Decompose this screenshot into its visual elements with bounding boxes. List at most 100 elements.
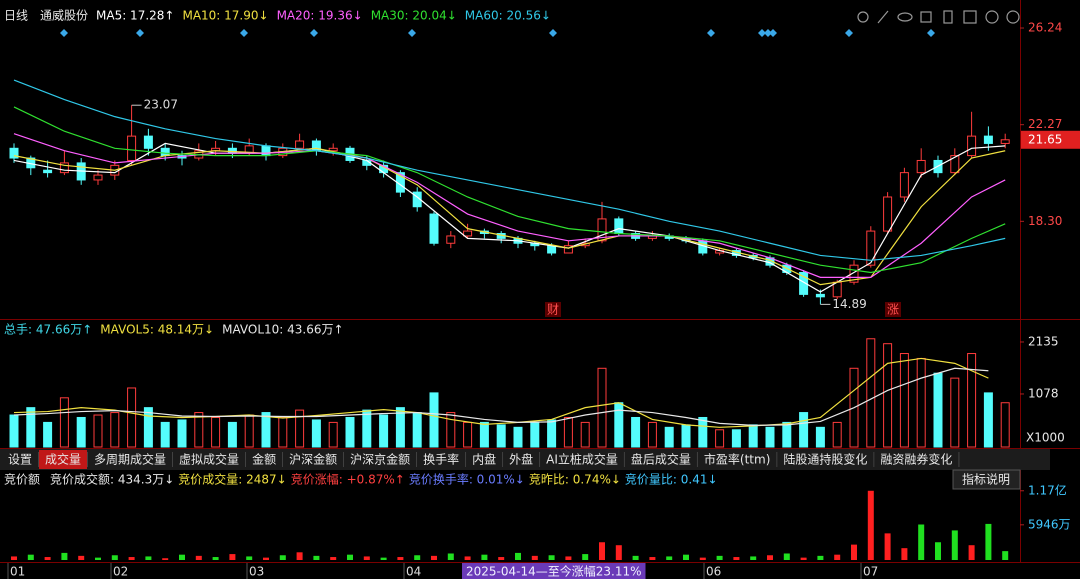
candle-body	[412, 191, 422, 208]
tab-bg[interactable]	[283, 450, 344, 469]
y-tick-label: 1078	[1028, 386, 1059, 400]
volume-bar	[160, 421, 170, 448]
event-tag[interactable]: 涨	[887, 302, 899, 317]
ma-legend: MA20: 19.36↓	[277, 9, 363, 23]
tab[interactable]: 市盈率(ttm)	[704, 452, 770, 467]
y-tick-label: 5946万	[1028, 517, 1071, 531]
auction-bar	[380, 557, 387, 560]
range-note: 2025-04-14—至今涨幅23.11%	[466, 564, 642, 579]
ma-legend: MA30: 20.04↓	[371, 9, 457, 23]
icon-edit[interactable]	[877, 10, 889, 24]
auction-bar	[296, 552, 303, 560]
event-marker[interactable]	[927, 29, 935, 37]
event-marker[interactable]	[769, 29, 777, 37]
auction-bar	[61, 552, 68, 560]
auction-indicator: 竞昨比: 0.74%↓	[529, 473, 621, 487]
tab-bg[interactable]	[777, 450, 874, 469]
y-tick-label: 1.17亿	[1028, 482, 1067, 497]
volume-bar	[227, 421, 237, 448]
candle-body	[950, 155, 960, 174]
candle-body	[93, 174, 103, 181]
icon-lock[interactable]	[920, 11, 932, 23]
auction-indicator: 竞价涨幅: +0.87%↑	[291, 472, 405, 487]
volume-bar	[563, 416, 573, 448]
tab-bg[interactable]	[417, 450, 466, 469]
tab[interactable]: 陆股通持股变化	[783, 452, 867, 467]
auction-bar	[649, 557, 656, 560]
auction-bar	[78, 555, 85, 560]
tab[interactable]: AI立桩成交量	[546, 452, 618, 467]
icon-settings[interactable]	[857, 11, 869, 23]
tab-bg[interactable]	[697, 450, 777, 469]
volume-bar	[883, 343, 893, 448]
event-marker[interactable]	[408, 29, 416, 37]
help-button[interactable]: 指标说明	[962, 472, 1010, 487]
event-marker[interactable]	[707, 29, 715, 37]
tab-bg[interactable]	[246, 450, 283, 469]
tab[interactable]: 沪深金额	[289, 452, 337, 467]
volume-bar	[967, 353, 977, 448]
tab[interactable]: 金额	[252, 452, 276, 467]
ma-legend: MA60: 20.56↓	[465, 9, 551, 23]
help-button-bg[interactable]	[952, 469, 1021, 490]
volume-bar	[244, 414, 254, 448]
event-marker[interactable]	[758, 29, 766, 37]
tab-bg[interactable]	[540, 450, 624, 469]
auction-bar	[666, 556, 673, 560]
event-marker[interactable]	[60, 29, 68, 37]
tab[interactable]: 多周期成交量	[94, 452, 166, 467]
tab[interactable]: 盘后成交量	[631, 452, 691, 467]
auction-bar	[817, 555, 824, 560]
tab-bg[interactable]	[624, 450, 697, 469]
auction-bar	[263, 557, 269, 560]
event-marker[interactable]	[240, 29, 248, 37]
candle-body	[563, 245, 573, 254]
icon-eye[interactable]	[897, 12, 913, 22]
volume-bar	[463, 421, 473, 448]
tab-bg[interactable]	[466, 450, 503, 469]
auction-bar	[918, 524, 925, 560]
tab[interactable]: 融资融券变化	[880, 452, 952, 467]
candle-body	[547, 245, 557, 254]
icon-hand[interactable]	[943, 10, 953, 24]
icon-copy[interactable]	[963, 10, 977, 24]
auction-bar	[397, 557, 404, 560]
tab[interactable]: 虚拟成交量	[179, 452, 239, 467]
icon-zoom-out[interactable]	[1006, 10, 1020, 24]
event-marker[interactable]	[549, 29, 557, 37]
event-marker[interactable]	[310, 29, 318, 37]
auction-bar	[548, 555, 555, 560]
icon-zoom-in[interactable]	[985, 10, 999, 24]
tab-bg[interactable]	[39, 450, 88, 469]
event-marker[interactable]	[136, 29, 144, 37]
candle-body	[127, 135, 137, 161]
tab[interactable]: 沪深京金额	[350, 452, 410, 467]
tab-bg[interactable]	[344, 450, 417, 469]
tab-bg[interactable]	[2, 450, 39, 469]
month-label: 07	[863, 565, 878, 579]
tab-bg[interactable]	[503, 450, 540, 469]
volume-bar	[765, 426, 775, 448]
tab[interactable]: 设置	[8, 453, 32, 467]
mavol-legend: MAVOL5: 48.14万↓	[100, 323, 214, 337]
event-marker[interactable]	[845, 29, 853, 37]
period-label: 日线	[4, 9, 28, 23]
volume-bar	[664, 426, 674, 448]
auction-bar	[431, 555, 437, 560]
auction-bar	[800, 557, 807, 560]
event-tag[interactable]: 财	[547, 303, 559, 317]
tab[interactable]: 成交量	[45, 452, 81, 467]
tab-bg[interactable]	[88, 450, 173, 469]
tab-bg[interactable]	[874, 450, 959, 469]
tab[interactable]: 内盘	[472, 452, 496, 467]
tab-bg[interactable]	[173, 450, 246, 469]
event-marker[interactable]	[764, 29, 772, 37]
tab[interactable]: 换手率	[423, 452, 459, 467]
tab[interactable]: 外盘	[509, 452, 533, 467]
volume-bar	[295, 409, 305, 448]
volume-bar	[26, 407, 36, 448]
auction-bar	[750, 556, 757, 560]
month-label: 04	[406, 565, 421, 579]
low-annotation: 14.89	[832, 297, 866, 311]
